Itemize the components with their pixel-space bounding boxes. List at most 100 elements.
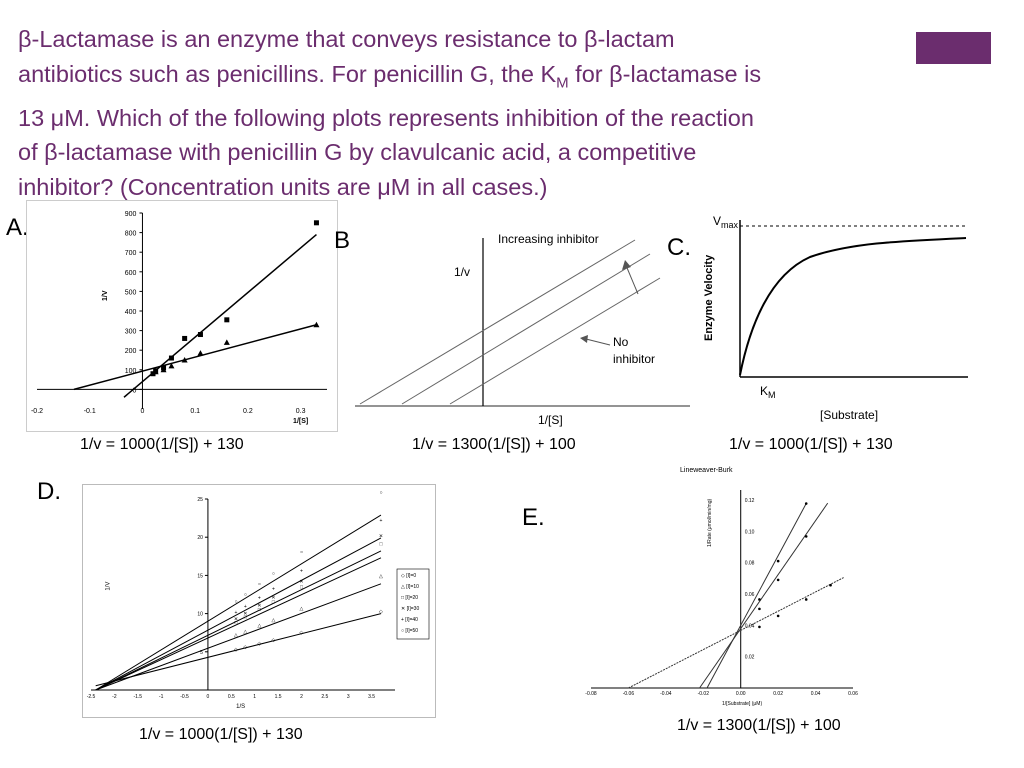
plot-d-point: + bbox=[300, 568, 303, 574]
plot-e-xlabel: 1/[Substrate] (μM) bbox=[722, 701, 762, 707]
plot-a-point-triangle bbox=[160, 366, 167, 373]
plot-a-x-tick-label: -0.1 bbox=[84, 408, 96, 415]
plot-d-point: ◇ bbox=[257, 641, 261, 647]
plot-a-x-tick-label: 0.2 bbox=[243, 408, 253, 415]
plot-b-arrowhead-top bbox=[622, 260, 631, 270]
plot-a-y-tick-label: 200 bbox=[125, 348, 137, 355]
plot-d-point: ◇ bbox=[271, 637, 275, 643]
plot-e-point bbox=[776, 614, 780, 618]
plot-a-y-tick-label: 900 bbox=[125, 211, 137, 218]
plot-d-x-tick-label: 2.5 bbox=[321, 694, 328, 700]
accent-bar bbox=[916, 32, 991, 64]
option-c-plot[interactable]: Vmax KM Enzyme Velocity [Substrate] bbox=[700, 205, 975, 430]
plot-d-x-tick-label: 0 bbox=[207, 694, 210, 700]
plot-e-y-tick-label: 0.10 bbox=[745, 529, 755, 535]
option-d-plot[interactable]: 5 10 15 20 25 -2.5 -2 -1.5 -1 -0.5 0 0.5 1 1.5 2 2.5 3 3.… bbox=[82, 484, 436, 718]
plot-d-x-tick-label: 3 bbox=[347, 694, 350, 700]
plot-e-x-tick-label: -0.06 bbox=[623, 691, 635, 697]
option-a-equation: 1/v = 1000(1/[S]) + 130 bbox=[80, 436, 244, 453]
option-e-plot[interactable]: Lineweaver-Burk 0.02 0.04 0.06 0.08 0.10 0.12 -… bbox=[575, 460, 860, 715]
plot-d-series-line bbox=[95, 583, 382, 691]
plot-e-series-line bbox=[706, 502, 807, 689]
plot-a-point-square bbox=[313, 220, 319, 226]
plot-e-point bbox=[758, 598, 761, 601]
plot-a-point-triangle bbox=[223, 339, 230, 345]
plot-d-svg: 5 10 15 20 25 -2.5 -2 -1.5 -1 -0.5 0 0.5 1 1.5 2 2.5 3 3.… bbox=[87, 490, 430, 710]
plot-d-point: △ bbox=[243, 629, 247, 635]
plot-a-point-triangle bbox=[313, 321, 320, 328]
plot-b-xlabel: 1/[S] bbox=[538, 413, 563, 427]
plot-e-point bbox=[804, 502, 808, 505]
plot-b-ylabel: 1/v bbox=[454, 265, 470, 279]
plot-d-point: + bbox=[272, 586, 275, 592]
question-line-3: 13 μM. Which of the following plots repr… bbox=[18, 104, 754, 131]
plot-e-title: Lineweaver-Burk bbox=[680, 467, 733, 474]
plot-a-point-square bbox=[197, 332, 203, 338]
option-e-label[interactable]: E. bbox=[522, 504, 545, 531]
question-line-4: of β-lactamase with penicillin G by clav… bbox=[18, 139, 697, 166]
plot-b-line-2 bbox=[401, 253, 651, 405]
plot-e-point bbox=[758, 607, 761, 611]
plot-d-point: △ bbox=[379, 573, 383, 579]
plot-d-legend-entry: △ [I]=10 bbox=[401, 584, 419, 590]
question-line-2: antibiotics such as penicillins. For pen… bbox=[18, 60, 762, 92]
plot-e-point bbox=[829, 583, 832, 587]
question-text: β-Lactamase is an enzyme that conveys re… bbox=[18, 22, 918, 204]
plot-e-x-tick-label: -0.04 bbox=[660, 691, 672, 697]
plot-a-point-square bbox=[168, 355, 174, 361]
option-e-equation: 1/v = 1300(1/[S]) + 100 bbox=[677, 717, 841, 734]
option-a-plot[interactable]: 0 100 200 300 400 500 600 700 800 900 -0.2 -0.1 0 0.1… bbox=[26, 200, 338, 432]
plot-d-point: ◇ bbox=[234, 647, 238, 653]
plot-c-xlabel: [Substrate] bbox=[820, 408, 878, 422]
plot-d-point: ○ bbox=[234, 599, 237, 605]
plot-d-point: ✕ bbox=[271, 595, 275, 601]
plot-b-arrowhead-bottom bbox=[580, 335, 588, 343]
plot-e-y-tick-label: 0.12 bbox=[745, 498, 755, 504]
plot-e-series-line bbox=[628, 577, 844, 689]
plot-a-y-tick-label: 400 bbox=[125, 309, 137, 316]
plot-c-ylabel: Enzyme Velocity bbox=[703, 254, 715, 341]
plot-d-point: ✕ bbox=[234, 617, 238, 623]
plot-d-y-tick-label: 25 bbox=[197, 497, 203, 503]
plot-d-series-line bbox=[95, 557, 382, 691]
plot-d-legend-entry: ✕ [I]=30 bbox=[401, 606, 419, 612]
option-a-label[interactable]: A. bbox=[6, 214, 29, 241]
plot-a-point-triangle bbox=[197, 350, 204, 356]
plot-d-point: + bbox=[235, 610, 238, 616]
question-line-5: inhibitor? (Concentration units are μM i… bbox=[18, 173, 548, 200]
plot-d-x-tick-label: 3.5 bbox=[368, 694, 375, 700]
plot-d-x-tick-label: 1 bbox=[253, 694, 256, 700]
plot-d-legend-entry: ◇ [I]=0 bbox=[401, 573, 416, 579]
plot-e-y-tick-label: 0.06 bbox=[745, 592, 755, 598]
plot-d-series-line bbox=[95, 613, 382, 687]
plot-d-x-tick-label: -1 bbox=[159, 694, 164, 700]
plot-a-point-square bbox=[224, 317, 230, 323]
plot-d-point: □ bbox=[272, 600, 275, 606]
plot-d-point: □ bbox=[234, 620, 237, 626]
plot-e-y-tick-label: 0.02 bbox=[745, 655, 755, 661]
option-b-plot[interactable]: Increasing inhibitor No inhibitor 1/v 1/… bbox=[350, 218, 695, 433]
plot-e-x-tick-label: 0.00 bbox=[736, 691, 746, 697]
plot-d-series-line bbox=[95, 550, 382, 691]
option-d-label[interactable]: D. bbox=[37, 478, 61, 505]
plot-c-svg: Vmax KM Enzyme Velocity [Substrate] bbox=[703, 214, 968, 422]
plot-e-x-tick-label: -0.08 bbox=[585, 691, 597, 697]
plot-d-series-line bbox=[95, 537, 382, 691]
plot-d-ylabel: 1/V bbox=[106, 582, 112, 591]
plot-a-y-tick-label: 0 bbox=[133, 387, 137, 394]
plot-a-x-tick-label: 0.3 bbox=[296, 408, 306, 415]
plot-a-point-triangle bbox=[152, 368, 159, 375]
plot-a-point-triangle bbox=[168, 362, 175, 369]
plot-d-x-tick-label: -2.5 bbox=[87, 694, 96, 700]
plot-d-point: ○ bbox=[244, 592, 247, 598]
plot-d-point: ✕ bbox=[257, 603, 261, 609]
plot-d-x-tick-label: 1.5 bbox=[275, 694, 282, 700]
plot-c-curve bbox=[739, 237, 967, 376]
plot-d-x-tick-label: -1.5 bbox=[133, 694, 142, 700]
option-c-label[interactable]: C. bbox=[667, 234, 691, 261]
plot-d-point: ✕ bbox=[243, 611, 247, 617]
plot-d-point: □ bbox=[300, 584, 303, 590]
plot-a-y-tick-label: 100 bbox=[125, 368, 137, 375]
plot-d-x-tick-label: -0.5 bbox=[180, 694, 189, 700]
plot-e-point bbox=[758, 625, 761, 629]
